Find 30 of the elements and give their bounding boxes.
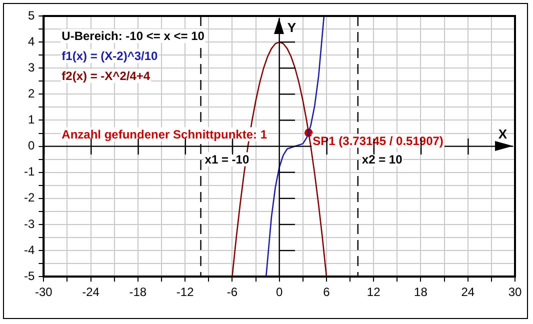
annotation: Anzahl gefundener Schnittpunkte: 1 bbox=[62, 127, 268, 142]
x-tick-label: -12 bbox=[176, 285, 194, 300]
y-tick-label: 3 bbox=[28, 60, 35, 74]
x-tick-label: 24 bbox=[461, 285, 475, 300]
y-tick-label: 1 bbox=[28, 112, 35, 127]
y-tick-label: -2 bbox=[24, 190, 35, 205]
x-tick-label: 18 bbox=[414, 285, 428, 300]
x-tick-label: 12 bbox=[366, 285, 381, 300]
x-tick-label: -18 bbox=[129, 285, 147, 300]
x-tick-label: -24 bbox=[82, 285, 100, 300]
y-tick-label: -3 bbox=[24, 216, 35, 231]
annotation: U-Bereich: -10 <= x <= 10 bbox=[62, 29, 205, 43]
x-tick-label: -6 bbox=[226, 285, 238, 300]
x-tick-label: -30 bbox=[35, 285, 53, 300]
y-tick-label: -4 bbox=[24, 242, 35, 257]
ref-line-label: x1 = -10 bbox=[204, 152, 250, 166]
text: f2(x) = -X^2/4+4 bbox=[62, 69, 150, 83]
x-tick-label: 0 bbox=[276, 285, 283, 300]
x-tick-label: 30 bbox=[508, 285, 522, 300]
y-tick-label: -1 bbox=[24, 164, 35, 179]
y-tick-label: 4 bbox=[28, 34, 35, 48]
y-tick-label: 0 bbox=[28, 138, 35, 153]
ref-line-label: x2 = 10 bbox=[362, 152, 403, 166]
y-tick-label: 5 bbox=[28, 8, 35, 22]
y-axis-title: Y bbox=[287, 20, 296, 35]
x-axis-title: X bbox=[498, 126, 508, 142]
y-tick-label: 2 bbox=[28, 86, 35, 100]
x-tick-label: 6 bbox=[323, 285, 330, 300]
text: f1(x) = (X-2)^3/10 bbox=[62, 49, 158, 63]
y-tick-label: -5 bbox=[24, 268, 35, 283]
